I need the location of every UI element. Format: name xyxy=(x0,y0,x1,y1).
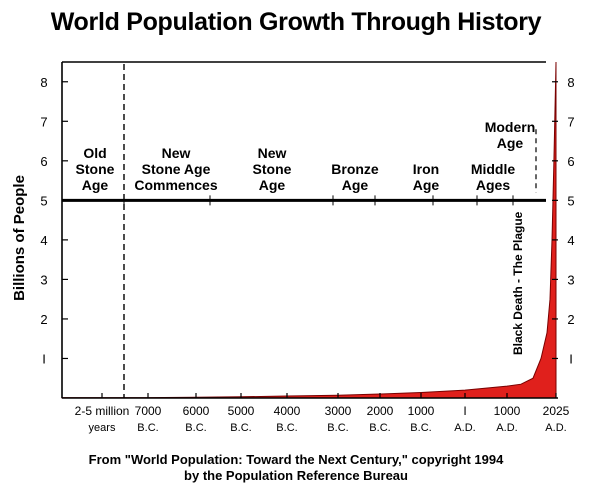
y-tick-label-left: 3 xyxy=(40,272,47,287)
x-tick-label: 6000 xyxy=(183,404,210,418)
age-label: Age xyxy=(342,177,369,193)
y-tick-label-right: 3 xyxy=(567,272,574,287)
x-tick-sublabel: B.C. xyxy=(185,422,206,434)
x-tick-label: I xyxy=(463,404,466,418)
age-label: Stone xyxy=(253,161,292,177)
x-tick-sublabel: years xyxy=(89,422,116,434)
x-tick-label: 2000 xyxy=(367,404,394,418)
y-axis-title: Billions of People xyxy=(11,175,28,301)
age-label: Ages xyxy=(476,177,510,193)
y-tick-label-left: 2 xyxy=(40,312,47,327)
y-tick-label-right: 2 xyxy=(567,312,574,327)
source-credit-line-1: From "World Population: Toward the Next … xyxy=(88,452,504,467)
age-label: Commences xyxy=(134,177,217,193)
x-tick-sublabel: B.C. xyxy=(276,422,297,434)
age-label: Modern xyxy=(485,119,536,135)
age-label: Age xyxy=(259,177,286,193)
y-tick-label-left: 7 xyxy=(40,114,47,129)
y-tick-label-right: 8 xyxy=(567,75,574,90)
x-tick-sublabel: A.D. xyxy=(496,422,517,434)
x-tick-sublabel: B.C. xyxy=(137,422,158,434)
age-label: New xyxy=(258,145,287,161)
chart-title: World Population Growth Through History xyxy=(50,8,542,36)
x-tick-sublabel: B.C. xyxy=(410,422,431,434)
age-label: Stone Age xyxy=(142,161,211,177)
age-label: Iron xyxy=(413,161,439,177)
y-tick-label-left: 4 xyxy=(40,233,47,248)
x-tick-label: 5000 xyxy=(228,404,255,418)
x-tick-sublabel: A.D. xyxy=(454,422,475,434)
age-label: Bronze xyxy=(331,161,379,177)
y-tick-label-right: 4 xyxy=(567,233,574,248)
y-tick-label-left: I xyxy=(42,351,46,366)
source-credit: From "World Population: Toward the Next … xyxy=(0,452,592,484)
population-area xyxy=(61,61,557,399)
age-label: Age xyxy=(497,135,524,151)
age-label: Age xyxy=(413,177,440,193)
y-tick-label-right: 5 xyxy=(567,193,574,208)
x-tick-sublabel: B.C. xyxy=(230,422,251,434)
x-tick-label: 2025 xyxy=(543,404,570,418)
x-tick-label: 1000 xyxy=(408,404,435,418)
x-tick-label: 2-5 million xyxy=(75,404,130,418)
x-tick-sublabel: B.C. xyxy=(369,422,390,434)
age-label: Middle xyxy=(471,161,516,177)
age-label: Old xyxy=(83,145,106,161)
age-label: Stone xyxy=(76,161,115,177)
y-tick-label-left: 5 xyxy=(40,193,47,208)
x-tick-label: 3000 xyxy=(325,404,352,418)
x-tick-label: 1000 xyxy=(494,404,521,418)
x-tick-label: 7000 xyxy=(135,404,162,418)
x-tick-label: 4000 xyxy=(274,404,301,418)
black-death-annotation: Black Death - The Plague xyxy=(511,211,525,355)
x-tick-sublabel: B.C. xyxy=(327,422,348,434)
y-tick-label-right: I xyxy=(569,351,573,366)
source-credit-line-2: by the Population Reference Bureau xyxy=(184,468,408,483)
y-tick-label-right: 7 xyxy=(567,114,574,129)
y-tick-label-left: 6 xyxy=(40,154,47,169)
age-label: Age xyxy=(82,177,109,193)
x-tick-sublabel: A.D. xyxy=(545,422,566,434)
age-label: New xyxy=(162,145,191,161)
y-tick-label-right: 6 xyxy=(567,154,574,169)
y-tick-label-left: 8 xyxy=(40,75,47,90)
